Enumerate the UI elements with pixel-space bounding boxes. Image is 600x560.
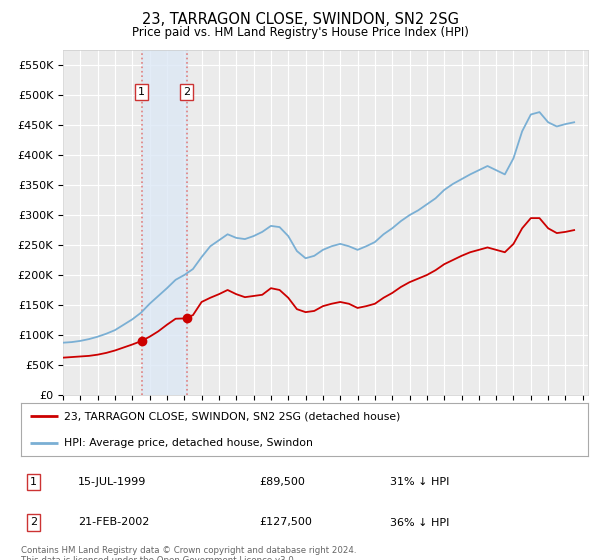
Text: HPI: Average price, detached house, Swindon: HPI: Average price, detached house, Swin…: [64, 438, 313, 448]
Text: 1: 1: [138, 87, 145, 97]
Text: 23, TARRAGON CLOSE, SWINDON, SN2 2SG: 23, TARRAGON CLOSE, SWINDON, SN2 2SG: [142, 12, 458, 27]
Text: Contains HM Land Registry data © Crown copyright and database right 2024.
This d: Contains HM Land Registry data © Crown c…: [21, 546, 356, 560]
Text: 31% ↓ HPI: 31% ↓ HPI: [389, 477, 449, 487]
Text: 15-JUL-1999: 15-JUL-1999: [78, 477, 146, 487]
Text: £89,500: £89,500: [259, 477, 305, 487]
Text: 2: 2: [30, 517, 37, 528]
Text: 1: 1: [30, 477, 37, 487]
Text: £127,500: £127,500: [259, 517, 312, 528]
Text: 36% ↓ HPI: 36% ↓ HPI: [389, 517, 449, 528]
Bar: [142, 50, 187, 395]
Text: 21-FEB-2002: 21-FEB-2002: [78, 517, 149, 528]
Text: 23, TARRAGON CLOSE, SWINDON, SN2 2SG (detached house): 23, TARRAGON CLOSE, SWINDON, SN2 2SG (de…: [64, 412, 400, 422]
Text: Price paid vs. HM Land Registry's House Price Index (HPI): Price paid vs. HM Land Registry's House …: [131, 26, 469, 39]
Text: 2: 2: [183, 87, 190, 97]
